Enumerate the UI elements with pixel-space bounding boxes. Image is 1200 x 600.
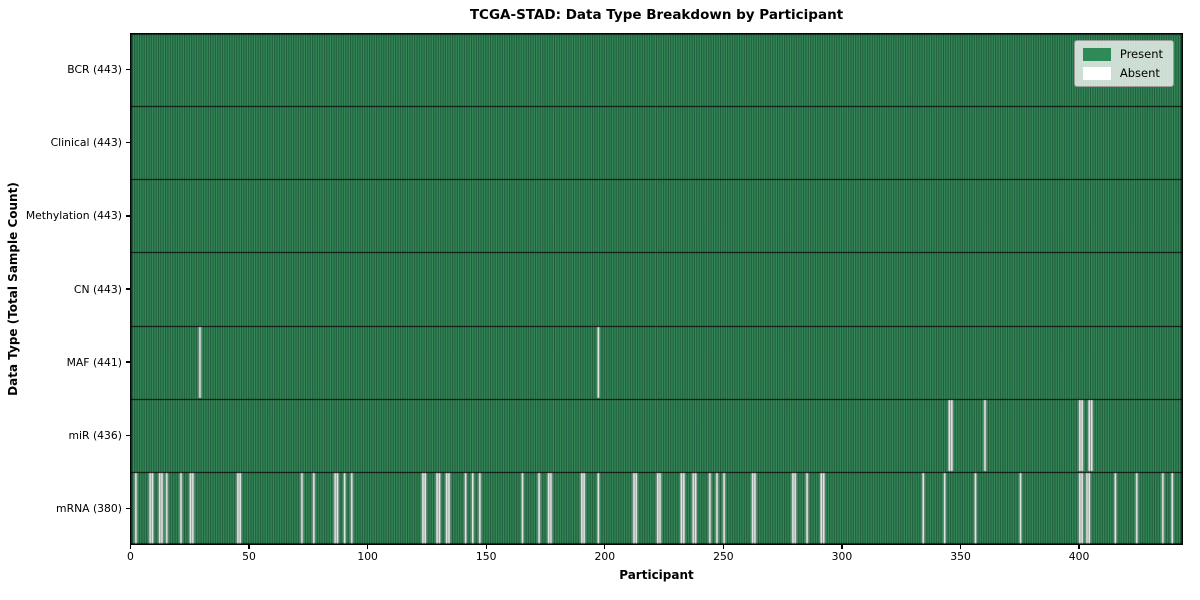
x-tick-label: 250 <box>713 550 734 563</box>
x-tick-mark <box>722 545 725 549</box>
heatmap-canvas <box>130 33 1183 545</box>
chart-title: TCGA-STAD: Data Type Breakdown by Partic… <box>469 7 844 23</box>
x-tick-mark <box>841 545 843 549</box>
x-tick-mark <box>604 545 606 549</box>
legend-item-absent: Absent <box>1082 66 1163 80</box>
y-tick-label: CN (443) <box>73 282 122 296</box>
y-tick-label: MAF (441) <box>66 355 122 369</box>
y-tick-label: BCR (443) <box>67 63 122 77</box>
x-tick-label: 150 <box>475 550 497 563</box>
x-tick-label: 50 <box>242 550 256 563</box>
x-tick-label: 100 <box>357 550 378 563</box>
y-tick-label: mRNA (380) <box>56 501 122 515</box>
absent-swatch <box>1082 66 1111 80</box>
x-tick-mark <box>248 545 250 549</box>
y-tick-mark <box>126 142 130 144</box>
y-tick-label: Methylation (443) <box>25 209 122 223</box>
x-tick-mark <box>959 545 962 549</box>
x-tick-label: 350 <box>950 550 971 563</box>
present-swatch <box>1082 47 1111 61</box>
legend-item-present: Present <box>1082 47 1163 61</box>
x-tick-mark <box>1078 545 1080 549</box>
x-axis-label: Participant <box>619 568 694 582</box>
plot-area: Present Absent <box>130 33 1183 545</box>
x-tick-label: 0 <box>127 550 134 563</box>
y-tick-label: miR (436) <box>68 428 122 442</box>
y-tick-mark <box>126 68 130 71</box>
x-tick-mark <box>485 545 487 549</box>
x-tick-label: 200 <box>594 550 616 563</box>
y-tick-mark <box>126 215 130 217</box>
x-tick-label: 400 <box>1068 550 1090 563</box>
x-tick-mark <box>129 545 132 549</box>
legend-label-present: Present <box>1119 47 1163 61</box>
legend: Present Absent <box>1073 40 1174 87</box>
y-tick-mark <box>126 361 130 363</box>
y-tick-mark <box>126 288 130 290</box>
y-tick-mark <box>126 434 130 436</box>
y-tick-mark <box>126 507 130 510</box>
x-tick-label: 300 <box>831 550 853 563</box>
x-tick-mark <box>366 545 369 549</box>
legend-label-absent: Absent <box>1119 66 1160 80</box>
y-tick-label: Clinical (443) <box>50 136 122 150</box>
